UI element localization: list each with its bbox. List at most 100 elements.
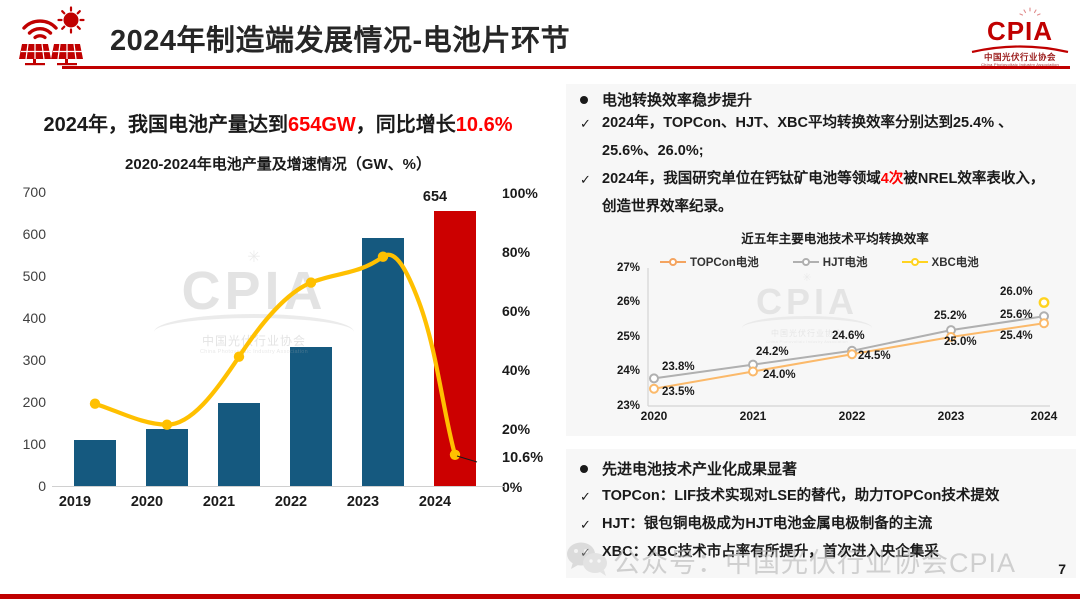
x-axis-tick-2024: 2024 xyxy=(418,494,452,510)
x-axis-tick-2019: 2019 xyxy=(58,494,92,510)
footer-divider xyxy=(0,594,1080,599)
sc-point-topcon-2023 xyxy=(946,332,956,342)
legend-swatch-hjt xyxy=(792,258,819,266)
sc-point-hjt-2020 xyxy=(649,373,659,384)
y-axis-tick-600: 600 xyxy=(22,226,46,242)
cpia-logo: CPIA 中国光伏行业协会 China Photovoltaic Industr… xyxy=(968,6,1072,67)
line-point-2019 xyxy=(89,398,101,409)
bar-label-2024: 654 xyxy=(422,189,448,205)
section1-heading: 电池转换效率稳步提升 xyxy=(602,92,753,109)
section2-heading: 先进电池技术产业化成果显著 xyxy=(602,461,798,478)
y-axis-tick-700: 700 xyxy=(22,184,46,200)
solar-panel-wifi-icon xyxy=(14,6,94,66)
page-number: 7 xyxy=(1058,561,1066,577)
bar-2021 xyxy=(218,402,260,486)
cell-production-chart: 700 600 500 400 300 200 100 0 100% 80% 6… xyxy=(0,178,556,523)
sc-series-lines xyxy=(647,268,1050,407)
sc-label-hjt-2020: 23.8% xyxy=(662,361,695,373)
cpia-name-en: China Photovoltaic Industry Association xyxy=(981,62,1059,67)
sc-label-topcon-2020: 23.5% xyxy=(662,386,695,398)
cpia-name-cn: 中国光伏行业协会 xyxy=(983,52,1056,62)
y2-axis-tick-60: 60% xyxy=(502,303,531,319)
headline-value-growth: 10.6% xyxy=(455,114,513,136)
sc-label-xbc-2024: 26.0% xyxy=(1000,286,1033,298)
x-axis-tick-2022: 2022 xyxy=(274,494,308,510)
y-axis-tick-400: 400 xyxy=(22,310,46,326)
y2-axis-tick-100: 100% xyxy=(502,185,538,201)
sc-y-tick-23: 23% xyxy=(616,400,640,412)
sc-point-topcon-2024 xyxy=(1039,318,1049,329)
bullet-2-text-b: 被NREL效率表收入， xyxy=(903,171,1045,187)
right-bottom-panel: 先进电池技术产业化成果显著 ✓ TOPCon：LIF技术实现对LSE的替代，助力… xyxy=(566,449,1076,578)
sc-label-hjt-2023: 25.2% xyxy=(934,310,967,322)
section1-bullet-1-line2: 25.6%、26.0%; xyxy=(602,143,704,159)
check-icon-4: ✓ xyxy=(580,517,591,532)
check-icon-1: ✓ xyxy=(580,116,591,131)
x-axis-tick-2020: 2020 xyxy=(130,494,164,510)
plot-area: ✳ CPIA 中国光伏行业协会 China Photovoltaic Indus… xyxy=(58,192,494,486)
section1-bullet-1-line1: 2024年，TOPCon、HJT、XBC平均转换效率分别达到25.4% 、 xyxy=(602,115,1013,131)
sc-y-tick-27: 27% xyxy=(616,262,640,274)
header-divider xyxy=(62,66,1070,69)
headline-value-654gw: 654GW xyxy=(287,114,356,136)
cpia-acronym: CPIA xyxy=(986,16,1054,46)
section2-bullet-1: TOPCon：LIF技术实现对LSE的替代，助力TOPCon技术提效 xyxy=(602,488,1000,504)
bullet-2-text-a: 2024年，我国研究单位在钙钛矿电池等领域 xyxy=(602,171,881,187)
sc-label-topcon-2023: 25.0% xyxy=(944,336,977,348)
bar-2019 xyxy=(74,439,116,486)
small-chart-legend: TOPCon电池 HJT电池 XBC电池 xyxy=(660,254,1070,270)
sc-point-xbc-2024 xyxy=(1038,297,1050,308)
sc-y-tick-24: 24% xyxy=(616,365,640,377)
check-icon-2: ✓ xyxy=(580,172,591,187)
small-chart-title: 近五年主要电池技术平均转换效率 xyxy=(741,232,929,246)
bullet-2-highlight: 4次 xyxy=(880,171,904,187)
sc-label-topcon-2024: 25.4% xyxy=(1000,330,1033,342)
section2-bullet-2: HJT：银包铜电极成为HJT电池金属电极制备的主流 xyxy=(602,516,933,532)
legend-label-xbc: XBC电池 xyxy=(931,257,979,269)
sc-plot-area: ✳ CPIA 中国光伏行业协会 China Photovoltaic Indus… xyxy=(647,268,1050,407)
sc-x-tick-2020: 2020 xyxy=(640,409,668,423)
section1-bullet-2-line2: 创造世界效率纪录。 xyxy=(602,199,733,215)
legend-swatch-topcon xyxy=(660,258,686,266)
section1-bullet-2-line1: 2024年，我国研究单位在钙钛矿电池等领域4次被NREL效率表收入， xyxy=(602,167,1044,192)
legend-item-xbc: XBC电池 xyxy=(901,254,979,270)
sc-y-tick-26: 26% xyxy=(616,296,640,308)
sc-point-topcon-2021 xyxy=(748,366,758,377)
legend-label-topcon: TOPCon电池 xyxy=(690,257,759,269)
x-axis-tick-2023: 2023 xyxy=(346,494,380,510)
left-headline: 2024年，我国电池产量达到654GW，同比增长10.6% xyxy=(0,108,556,137)
line-point-2023 xyxy=(377,251,389,262)
chart-subtitle: 2020-2024年电池产量及增速情况（GW、%） xyxy=(125,156,431,173)
bar-2020 xyxy=(146,429,188,486)
bar-2023 xyxy=(362,238,404,486)
y2-axis-tick-80: 80% xyxy=(502,244,531,260)
page-title: 2024年制造端发展情况-电池片环节 xyxy=(110,25,571,57)
y2-axis-tick-20: 20% xyxy=(502,421,531,437)
left-content-panel: 2024年，我国电池产量达到654GW，同比增长10.6% 2020-2024年… xyxy=(0,78,556,578)
bullet-dot-icon-2 xyxy=(580,465,588,473)
legend-item-topcon: TOPCon电池 xyxy=(660,254,759,270)
legend-item-hjt: HJT电池 xyxy=(792,254,868,270)
line-point-2024 xyxy=(449,449,461,460)
line-point-2021 xyxy=(233,351,245,362)
x-axis-line xyxy=(52,486,504,487)
y2-axis-tick-0: 0% xyxy=(502,479,523,495)
bar-2024 xyxy=(434,211,476,486)
headline-prefix: 2024年，我国电池产量达到 xyxy=(43,114,288,136)
x-axis-tick-2021: 2021 xyxy=(202,494,236,510)
headline-middle: ，同比增长 xyxy=(355,114,456,136)
y-axis-tick-100: 100 xyxy=(22,436,46,452)
sc-x-tick-2023: 2023 xyxy=(937,409,965,423)
sc-x-tick-2024: 2024 xyxy=(1030,409,1058,423)
sc-point-topcon-2020 xyxy=(649,383,659,394)
section2-bullet-3: XBC：XBC技术市占率有所提升，首次进入央企集采 xyxy=(602,544,939,560)
growth-rate-line xyxy=(89,251,478,463)
bullet-dot-icon-1 xyxy=(580,96,588,104)
sc-point-topcon-2022 xyxy=(847,349,857,360)
line-point-2020 xyxy=(161,419,173,430)
slide-header: 2024年制造端发展情况-电池片环节 CPIA 中国光伏行业协会 China P… xyxy=(0,0,1080,75)
bar-2022 xyxy=(290,347,332,486)
cell-efficiency-chart: 近五年主要电池技术平均转换效率 TOPCon电池 HJT电池 XBC电池 27%… xyxy=(600,228,1070,433)
legend-swatch-xbc xyxy=(901,258,928,266)
sc-label-hjt-2021: 24.2% xyxy=(756,346,789,358)
